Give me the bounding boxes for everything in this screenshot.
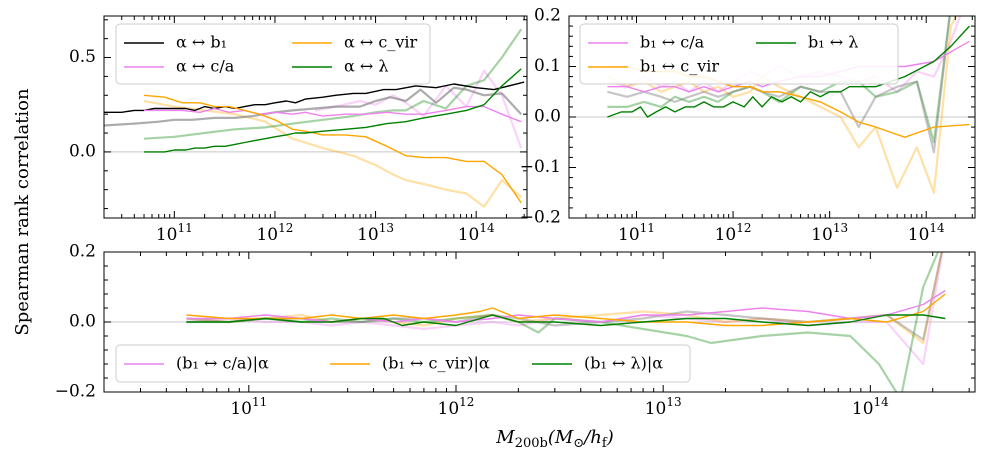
- series-line-0-2: [143, 94, 522, 204]
- faded-series-line-0-7: [143, 28, 523, 140]
- y-tick-label: −0.2: [55, 382, 96, 402]
- series-line-0-1: [144, 105, 522, 123]
- panel-bottom: 1011 1012 1013 1014−0.20.00.2(b₁ ↔ c/a)|α (b…: [55, 242, 976, 419]
- faded-series-line-0-4: [104, 86, 523, 127]
- legend: α ↔ b₁ α ↔ c/a α ↔ c_vir α ↔ λ: [115, 23, 431, 85]
- legend-label: (b₁ ↔ c/a)|α: [176, 354, 269, 373]
- legend-label: b₁ ↔ c/a: [640, 33, 705, 52]
- legend-entry: α ↔ c_vir: [292, 33, 418, 52]
- panel-top-left: 1011 1012 1013 1014 0.0 0.5 α ↔ b₁ α ↔ c/a α ↔ c…: [69, 15, 528, 245]
- x-tick-label: 1014: [458, 221, 495, 245]
- y-tick-label: −0.1: [520, 157, 561, 177]
- legend: (b₁ ↔ c/a)|α (b₁ ↔ c_vir)|α (b₁ ↔ λ)|α: [115, 344, 691, 383]
- series-line-0-3: [144, 68, 522, 153]
- x-tick-label: 1011: [618, 221, 655, 245]
- x-tick-label: 1013: [357, 221, 394, 245]
- legend-entry: α ↔ c/a: [124, 57, 235, 76]
- axes-frame: [103, 15, 528, 219]
- y-tick-label: 0.1: [534, 56, 561, 76]
- x-tick-label: 1011: [156, 221, 193, 245]
- legend-label: α ↔ c_vir: [344, 33, 418, 52]
- x-tick-label: 1011: [230, 395, 267, 419]
- series-line-0-0: [104, 81, 525, 114]
- x-tick-label: 1013: [811, 221, 848, 245]
- y-tick-label: 0.0: [69, 312, 96, 332]
- legend-label: α ↔ λ: [344, 57, 389, 76]
- legend-entry: b₁ ↔ c/a: [588, 33, 705, 52]
- figure-ylabel: Spearman rank correlation: [12, 88, 33, 336]
- y-tick-label: 0.2: [534, 6, 561, 26]
- faded-series-line-0-5: [314, 69, 523, 149]
- y-tick-label: 0.5: [69, 47, 96, 67]
- y-tick-label: 0.0: [69, 141, 96, 161]
- legend-label: (b₁ ↔ c_vir)|α: [382, 354, 490, 373]
- legend: b₁ ↔ c/a b₁ ↔ c_vir b₁ ↔ λ: [579, 23, 899, 85]
- legend-label: α ↔ b₁: [176, 33, 227, 52]
- faded-series-line-0-6: [143, 99, 522, 208]
- legend-entry: (b₁ ↔ c_vir)|α: [330, 354, 490, 373]
- series-line-2-1: [186, 293, 946, 327]
- series-line-2-2: [186, 314, 946, 327]
- y-tick-label: 0.0: [534, 107, 561, 127]
- legend-label: b₁ ↔ λ: [808, 33, 858, 52]
- y-tick-label: −0.2: [520, 208, 561, 228]
- faded-series-line-2-6: [186, 252, 940, 392]
- panel-top-right: 1011 1012 1013 1014 −0.2 −0.1 0.0 0.1 0.2 b₁ ↔ c/…: [520, 6, 976, 245]
- legend-entry: α ↔ b₁: [124, 33, 227, 52]
- legend-entry: α ↔ λ: [292, 57, 389, 76]
- figure-xlabel: M200b(M⊙/hf): [495, 427, 613, 451]
- legend-entry: (b₁ ↔ c/a)|α: [124, 354, 269, 373]
- x-tick-label: 1014: [852, 395, 889, 419]
- faded-series-line-1-3: [607, 16, 951, 154]
- x-tick-label: 1014: [908, 221, 945, 245]
- legend-entry: (b₁ ↔ λ)|α: [532, 354, 663, 373]
- x-tick-label: 1012: [256, 221, 293, 245]
- legend-entry: b₁ ↔ c_vir: [588, 57, 719, 76]
- x-tick-label: 1012: [715, 221, 752, 245]
- y-tick-label: 0.2: [69, 242, 96, 262]
- series-line-1-2: [607, 25, 970, 118]
- legend-label: b₁ ↔ c_vir: [640, 57, 719, 76]
- faded-series-line-2-5: [186, 252, 943, 345]
- legend-entry: b₁ ↔ λ: [756, 33, 858, 52]
- legend-label: (b₁ ↔ λ)|α: [584, 354, 663, 373]
- legend-label: α ↔ c/a: [176, 57, 235, 76]
- x-tick-label: 1012: [438, 395, 475, 419]
- x-tick-label: 1013: [645, 395, 682, 419]
